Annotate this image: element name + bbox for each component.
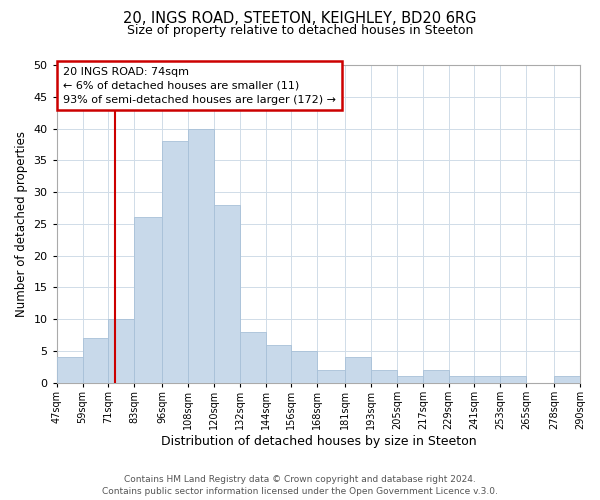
Bar: [449, 376, 475, 382]
Bar: [317, 370, 345, 382]
Y-axis label: Number of detached properties: Number of detached properties: [15, 131, 28, 317]
Text: Contains HM Land Registry data © Crown copyright and database right 2024.
Contai: Contains HM Land Registry data © Crown c…: [102, 475, 498, 496]
Text: Size of property relative to detached houses in Steeton: Size of property relative to detached ho…: [127, 24, 473, 37]
Text: 20 INGS ROAD: 74sqm
← 6% of detached houses are smaller (11)
93% of semi-detache: 20 INGS ROAD: 74sqm ← 6% of detached hou…: [63, 66, 336, 104]
Bar: [162, 141, 188, 382]
Bar: [214, 205, 240, 382]
Bar: [266, 344, 292, 383]
Bar: [397, 376, 423, 382]
Bar: [240, 332, 266, 382]
Bar: [57, 357, 83, 382]
Bar: [109, 319, 134, 382]
Text: 20, INGS ROAD, STEETON, KEIGHLEY, BD20 6RG: 20, INGS ROAD, STEETON, KEIGHLEY, BD20 6…: [123, 11, 477, 26]
Bar: [345, 357, 371, 382]
Bar: [554, 376, 580, 382]
Bar: [371, 370, 397, 382]
Bar: [475, 376, 500, 382]
Bar: [292, 351, 317, 382]
Bar: [500, 376, 526, 382]
Bar: [83, 338, 109, 382]
Bar: [134, 218, 162, 382]
Bar: [423, 370, 449, 382]
X-axis label: Distribution of detached houses by size in Steeton: Distribution of detached houses by size …: [161, 434, 476, 448]
Bar: [188, 128, 214, 382]
